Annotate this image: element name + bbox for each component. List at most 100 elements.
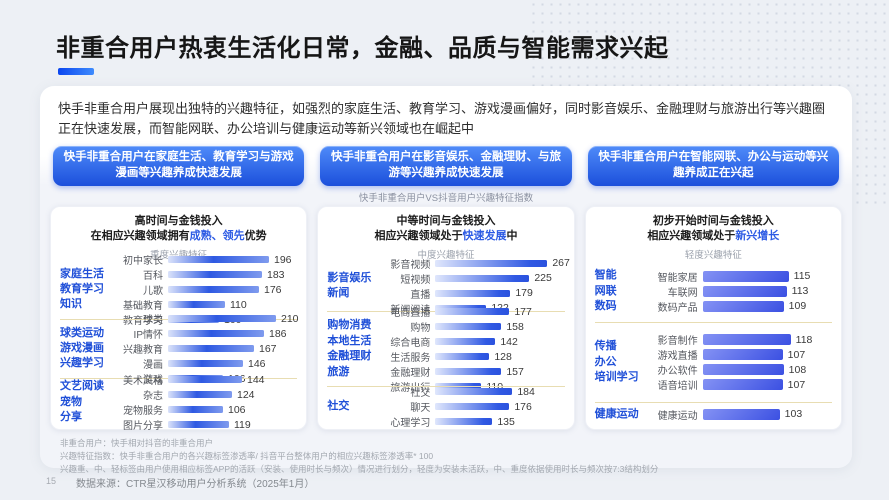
interest-group: 传播 办公 培训学习 影音制作 118 游戏直播 107 办公软件 108 语音培训 107 <box>593 325 834 400</box>
bar <box>435 418 493 426</box>
group-label-line: 家庭生活 <box>60 267 104 280</box>
bar-value: 177 <box>514 305 532 318</box>
column-pill: 快手非重合用户在家庭生活、教育学习与游戏漫画等兴趣养成快速发展 <box>53 146 305 186</box>
group-label-line: 健康运动 <box>594 407 639 420</box>
bar-label: 车联网 <box>667 287 698 299</box>
group-label-line: 网联 <box>594 284 617 297</box>
group-label: 文艺阅读 宠物 分享 <box>58 379 110 425</box>
bar-value: 184 <box>517 385 535 398</box>
bar-value: 124 <box>237 388 255 401</box>
bar <box>702 285 787 297</box>
bar-label: 宠物服务 <box>123 406 163 418</box>
group-list: 影音娱乐新闻影音视频267短视频225直播179新闻阅读122购物消费本地生活金… <box>325 257 570 429</box>
bar-label: 教育学习 <box>123 316 163 328</box>
bar-label: 聊天 <box>410 403 431 415</box>
chart-column: 快手非重合用户在智能网联、办公与运动等兴趣养成正在兴起 初步开始时间与金钱投入 相应… <box>584 146 842 430</box>
footnote-line: 非重合用户：快手相对抖音的非重合用户 <box>60 438 214 448</box>
bar-row: 短视频 225 <box>377 271 566 286</box>
bar-row: 语音培训 107 <box>645 377 834 393</box>
bar <box>702 334 791 346</box>
bar-row: 金融理财 157 <box>377 364 566 380</box>
group-label-line: 传播 <box>594 340 617 353</box>
bar-label: 儿歌 <box>143 286 163 298</box>
bar-label: 智能家居 <box>657 272 698 284</box>
bar <box>435 274 530 282</box>
bar <box>702 364 784 376</box>
group-label: 健康运动 <box>593 407 645 422</box>
bar <box>435 388 513 396</box>
bar-row: 美术风格 144 <box>110 372 299 388</box>
bar <box>702 349 783 361</box>
vs-index-caption: 快手非重合用户VS抖音用户兴趣特征指数 <box>358 193 534 204</box>
bar-rows: 健康运动 103 <box>645 407 834 422</box>
interest-group: 智能 网联 数码 智能家居 115 车联网 113 数码产品 109 <box>593 263 834 320</box>
bar-label: 旅游出行 <box>390 383 431 395</box>
content-card: 快手非重合用户展现出独特的兴趣特征，如强烈的家庭生活、教育学习、游戏漫画偏好，同… <box>40 86 852 474</box>
bar-label: 数码产品 <box>657 302 698 314</box>
panel-title-highlight: 快速发展 <box>462 229 507 242</box>
bar-label: 游戏 <box>143 375 163 387</box>
group-separator <box>594 322 832 324</box>
bar-row: 心理学习 135 <box>377 414 566 430</box>
bar-value: 107 <box>787 348 806 361</box>
bar-value: 115 <box>793 270 811 283</box>
bar-label: 游戏直播 <box>657 351 698 363</box>
group-label: 家庭生活 教育学习 知识 <box>58 267 110 313</box>
bar-value: 107 <box>787 378 806 391</box>
bar-value: 142 <box>500 335 518 348</box>
bar-label: 漫画 <box>143 360 163 372</box>
bar <box>168 271 262 279</box>
bar-value: 225 <box>534 272 552 285</box>
bar <box>435 289 511 297</box>
group-label-line: 购物消费 <box>327 319 372 332</box>
bar-label: 新闻阅读 <box>390 304 431 316</box>
panel-title-post: 优势 <box>244 229 267 242</box>
bar-value: 176 <box>264 283 282 296</box>
bar-label: 初中家长 <box>123 256 163 268</box>
bar-label: 美术风格 <box>123 376 163 388</box>
bar-value: 128 <box>494 350 512 363</box>
bar-value: 110 <box>230 298 247 311</box>
bar-row: 漫画 146 <box>110 356 299 372</box>
panel-caption: 重度兴趣特征 <box>150 249 208 261</box>
panel-title-line1: 中等时间与金钱投入 <box>396 215 496 227</box>
bar-label: 兴趣教育 <box>123 345 163 357</box>
bar-row: IP情怀 186 <box>110 326 299 342</box>
bar-row: 车联网 113 <box>645 284 834 299</box>
bar-rows: 影音制作 118 游戏直播 107 办公软件 108 语音培训 107 <box>645 332 834 393</box>
bar-row: 生活服务 128 <box>377 349 566 365</box>
bar-label: 社交 <box>410 388 431 400</box>
bar-row: 宠物服务 106 <box>110 402 299 418</box>
group-label-line: 数码 <box>594 300 617 313</box>
bar <box>702 408 780 420</box>
interest-group: 球类运动游戏漫画兴趣学习球类210IP情怀186兴趣教育167漫画146游戏10… <box>58 313 299 387</box>
bar-label: 影音制作 <box>657 336 698 348</box>
bar-row: 聊天 176 <box>377 399 566 415</box>
bar-row: 游戏直播 107 <box>645 347 834 363</box>
panel-title-pre: 相应兴趣领域处于 <box>374 229 463 242</box>
bar-row: 健康运动 103 <box>645 407 834 422</box>
bar-label: IP情怀 <box>133 330 163 342</box>
bar <box>702 379 783 391</box>
page-number: 15 <box>46 476 57 486</box>
intro-paragraph: 快手非重合用户展现出独特的兴趣特征，如强烈的家庭生活、教育学习、游戏漫画偏好，同… <box>58 101 826 136</box>
bar-label: 生活服务 <box>390 353 431 365</box>
chart-panel: 中等时间与金钱投入 相应兴趣领域处于快速发展中 中度兴趣特征 影音娱乐 新闻 影音视频 26… <box>317 206 575 430</box>
bar <box>435 403 510 411</box>
bar-label: 球类 <box>143 315 163 327</box>
group-label-line: 金融理财 <box>327 350 372 363</box>
bar-row: 百科 183 <box>110 267 299 283</box>
bar-label: 购物 <box>410 323 431 335</box>
column-pill: 快手非重合用户在影音娱乐、金融理财、与旅游等兴趣养成快速发展 <box>320 146 572 186</box>
bar-row: 图片分享 119 <box>110 417 299 433</box>
data-source: 数据来源：CTR星汉移动用户分析系统（2025年1月） <box>76 479 315 490</box>
bar <box>168 406 223 414</box>
bar-label: 影音视频 <box>390 259 431 271</box>
group-label-line: 游戏漫画 <box>60 342 104 355</box>
group-label-line: 社交 <box>327 399 350 412</box>
panel-title: 中等时间与金钱投入 相应兴趣领域处于快速发展中 <box>325 214 566 244</box>
bar-row: 直播 179 <box>377 286 566 301</box>
vs-index-caption <box>585 186 842 206</box>
group-list: 智能 网联 数码 智能家居 115 车联网 113 数码产品 109 传播 办公 培训学习 影音制作 11… <box>593 263 834 424</box>
title-accent-bar <box>58 68 94 75</box>
